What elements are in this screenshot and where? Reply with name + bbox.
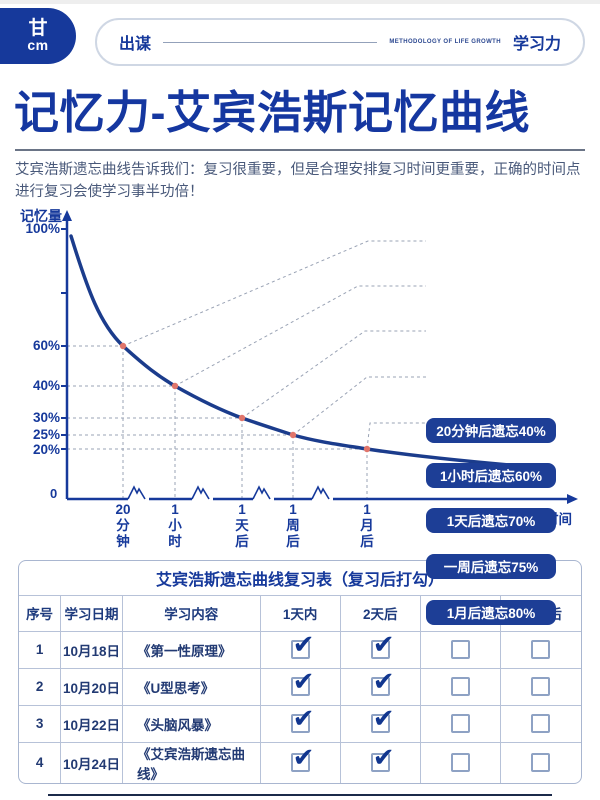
check-cell: [340, 741, 421, 783]
check-cell: [420, 704, 501, 742]
x-tick-label-1day: 1 天 后: [235, 501, 249, 550]
check-cell: [260, 741, 341, 783]
row-number: 1: [19, 630, 62, 668]
vertical-guides: [122, 345, 368, 498]
check-cell: [260, 629, 341, 668]
y-axis-title: 记忆量: [20, 207, 62, 224]
check-cell: [500, 704, 581, 742]
check-cell: [500, 741, 581, 783]
table-title: 艾宾浩斯遗忘曲线复习表（复习后打勾）: [155, 571, 444, 589]
checkbox-day1[interactable]: [290, 742, 314, 773]
checkbox-day2[interactable]: [370, 742, 395, 773]
x-tick-label-1hour: 1 小 时: [168, 501, 182, 550]
checkbox-day30[interactable]: [531, 714, 551, 734]
annotation-pill-1week: 一周后遗忘75%: [426, 553, 556, 579]
checkbox-day8[interactable]: [450, 753, 470, 773]
logo-text: cm: [27, 36, 49, 53]
col-header-date: 学习日期: [61, 594, 123, 631]
col-header-day1: 1天内: [260, 594, 341, 631]
axes: [65, 217, 570, 501]
checkbox-day8[interactable]: [450, 640, 470, 660]
logo-glyph: 甘: [28, 18, 48, 40]
header-divider-line: [163, 41, 378, 43]
checkbox-day30[interactable]: [531, 753, 551, 773]
header-banner: 出谋 METHODOLOGY OF LIFE GROWTH 学习力: [95, 18, 585, 66]
checkbox-day2[interactable]: [370, 666, 395, 697]
checkbox-day1[interactable]: [290, 666, 314, 697]
row-content: 《U型思考》: [122, 667, 261, 705]
checkbox-day2[interactable]: [370, 703, 395, 734]
check-cell: [260, 703, 341, 742]
check-cell: [420, 667, 501, 705]
checkbox-day30[interactable]: [531, 640, 551, 660]
check-cell: [340, 629, 421, 668]
intro-paragraph: 艾宾浩斯遗忘曲线告诉我们：复习很重要，但是合理安排复习时间更重要，正确的时间点进…: [15, 162, 581, 201]
check-cell: [420, 741, 501, 783]
footer-divider: [48, 793, 552, 796]
y-axis-arrow: [62, 209, 72, 221]
checkbox-day8[interactable]: [450, 714, 470, 734]
checkbox-day1[interactable]: [290, 629, 314, 660]
brand-name: 出谋: [119, 36, 152, 53]
row-content: 《第一性原理》: [122, 630, 261, 668]
row-date: 10月24日: [61, 741, 123, 783]
x-tick-label-1month: 1 月 后: [360, 501, 374, 550]
y-tick-label-30: 30%: [32, 409, 60, 425]
y-axis-ticks: [61, 227, 67, 450]
x-axis-arrow: [567, 493, 578, 504]
checkbox-day30[interactable]: [531, 677, 551, 697]
col-header-day2: 2天后: [340, 594, 421, 631]
check-cell: [500, 630, 581, 668]
review-table: 艾宾浩斯遗忘曲线复习表（复习后打勾） 序号 学习日期 学习内容 1天内 2天后 …: [18, 559, 582, 784]
origin-label: 0: [50, 485, 58, 501]
col-header-no: 序号: [19, 594, 62, 631]
annotation-pill-20min: 20分钟后遗忘40%: [426, 417, 556, 443]
chart-canvas: [61, 209, 578, 504]
checkbox-day1[interactable]: [290, 703, 314, 734]
annotation-connectors: [122, 240, 426, 449]
y-tick-label-100: 100%: [25, 220, 60, 236]
checkbox-day2[interactable]: [370, 629, 395, 660]
annotation-pill-1day: 1天后遗忘70%: [426, 507, 556, 533]
row-content: 《艾宾浩斯遗忘曲线》: [122, 741, 261, 783]
title-divider: [15, 149, 585, 151]
row-number: 3: [19, 704, 62, 742]
forgetting-curve-chart: 记忆量 100% 60% 40% 30% 25% 20% 0 20 分 钟 1 …: [0, 206, 600, 625]
horizontal-guides: [67, 345, 367, 450]
row-number: 2: [19, 667, 62, 705]
check-cell: [340, 666, 421, 705]
check-cell: [260, 666, 341, 705]
row-date: 10月20日: [61, 667, 123, 705]
series-label: 学习力: [512, 36, 561, 53]
y-tick-label-20: 20%: [32, 441, 60, 457]
header: 甘 cm 出谋 METHODOLOGY OF LIFE GROWTH 学习力: [0, 4, 600, 66]
y-tick-label-60: 60%: [32, 337, 60, 353]
brand-tagline: METHODOLOGY OF LIFE GROWTH: [389, 39, 501, 45]
y-tick-label-40: 40%: [32, 377, 60, 393]
y-tick-label-25: 25%: [32, 426, 60, 442]
check-cell: [420, 630, 501, 668]
x-tick-label-20min: 20 分 钟: [115, 501, 131, 550]
row-content: 《头脑风暴》: [122, 704, 261, 742]
axis-break-marks: [127, 485, 333, 503]
row-date: 10月18日: [61, 630, 123, 668]
data-points: [119, 342, 371, 453]
annotation-pill-1month: 1月后遗忘80%: [426, 599, 556, 625]
x-tick-label-1week: 1 周 后: [286, 501, 300, 550]
check-cell: [340, 703, 421, 742]
checkbox-day8[interactable]: [450, 677, 470, 697]
page-title: 记忆力-艾宾浩斯记忆曲线: [14, 87, 530, 138]
col-header-content: 学习内容: [122, 594, 261, 631]
row-number: 4: [19, 741, 62, 783]
row-date: 10月22日: [61, 704, 123, 742]
brand-logo: 甘 cm: [0, 8, 76, 64]
annotation-pill-1hour: 1小时后遗忘60%: [426, 462, 556, 488]
check-cell: [500, 667, 581, 705]
